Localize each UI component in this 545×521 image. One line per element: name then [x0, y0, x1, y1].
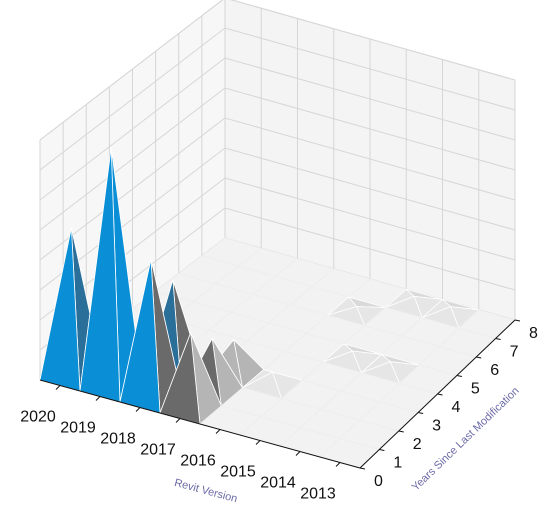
y-tick-mark [456, 375, 462, 377]
y-tick-mark [476, 356, 482, 359]
y-tick-mark [398, 430, 404, 433]
y-tick-label: 5 [471, 381, 480, 398]
y-tick-label: 6 [490, 362, 499, 379]
y-tick-label: 2 [413, 436, 422, 453]
z-grid-line [39, 27, 516, 171]
x-tick-mark [335, 462, 341, 467]
y-tick-mark [418, 412, 424, 414]
z-grid-line [39, 117, 516, 261]
y-tick-label: 3 [432, 418, 441, 435]
x-tick-mark [295, 451, 301, 456]
x-tick-mark [55, 385, 61, 390]
y-tick-mark [437, 393, 443, 396]
x-tick-label: 2020 [20, 409, 56, 426]
z-grid-line [39, 57, 516, 201]
y-tick-mark [495, 338, 501, 340]
x-tick-label: 2018 [100, 431, 136, 448]
x-tick-label: 2014 [260, 475, 296, 492]
y-tick-label: 1 [393, 455, 402, 472]
y-tick-label: 4 [452, 399, 461, 416]
x-tick-mark [175, 418, 181, 423]
x-tick-label: 2019 [60, 420, 96, 437]
y-tick-mark [359, 467, 366, 470]
x-axis-title: Revit Version [173, 477, 239, 505]
x-tick-mark [255, 440, 261, 445]
y-tick-mark [379, 449, 385, 451]
x-tick-mark [95, 396, 101, 401]
x-axis-line [39, 379, 361, 469]
surface-mesh [39, 147, 516, 469]
z-grid-line [39, 87, 516, 231]
z-grid-line [39, 0, 516, 141]
y-tick-label: 8 [529, 325, 538, 342]
y-tick-label: 0 [374, 473, 383, 490]
x-tick-label: 2016 [180, 453, 216, 470]
y-tick-label: 7 [510, 344, 519, 361]
x-tick-mark [215, 429, 221, 434]
x-tick-mark [135, 407, 141, 412]
x-tick-label: 2015 [220, 464, 256, 481]
x-tick-label: 2013 [300, 486, 336, 503]
x-tick-label: 2017 [140, 442, 176, 459]
y-tick-mark [514, 319, 521, 322]
